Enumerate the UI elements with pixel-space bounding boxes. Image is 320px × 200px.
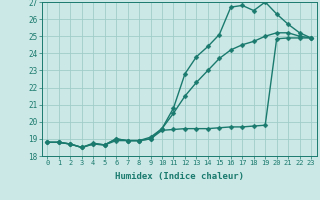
X-axis label: Humidex (Indice chaleur): Humidex (Indice chaleur) <box>115 172 244 181</box>
